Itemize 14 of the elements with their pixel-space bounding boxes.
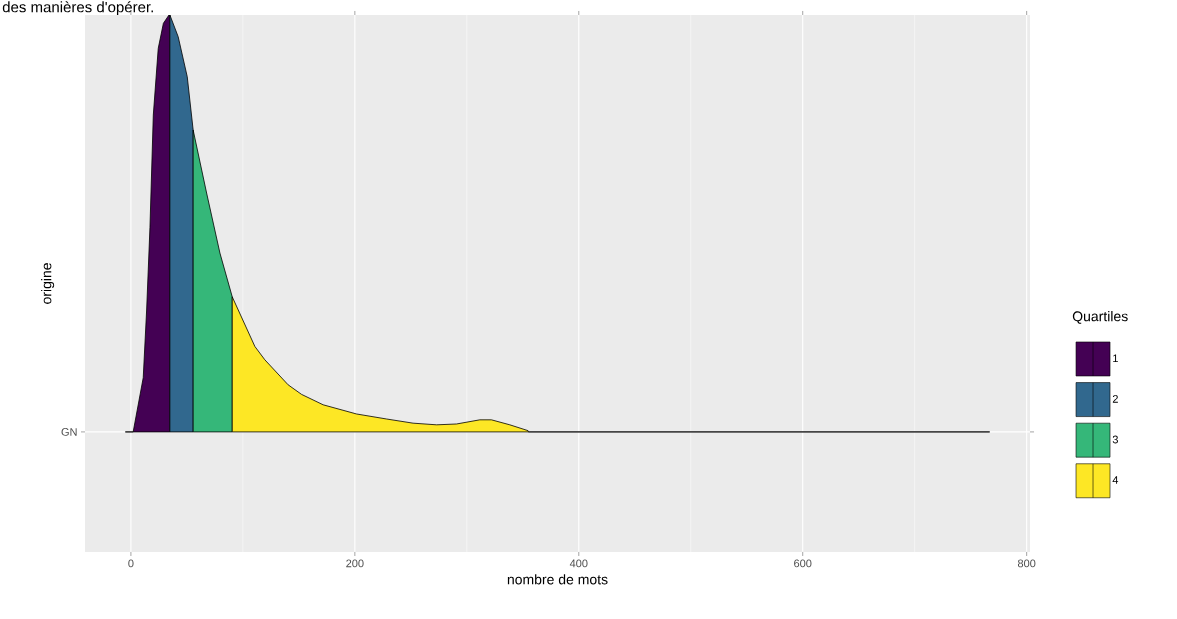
text: 3	[1112, 435, 1118, 444]
text: 4	[1112, 476, 1119, 484]
y-axis-title: origine	[41, 263, 55, 304]
x-tick-label: 0	[128, 559, 134, 568]
x-axis-title: nombre de mots	[507, 574, 608, 585]
x-tick-label: 600	[794, 559, 812, 568]
x-tick-label: 200	[346, 559, 364, 568]
annotation: des manières d'opérer.	[2, 1, 153, 16]
legend-title: Quartiles	[1072, 311, 1128, 324]
text: 2	[1112, 394, 1118, 403]
text: 1	[1113, 354, 1118, 363]
x-tick-label: 800	[1017, 559, 1036, 568]
x-tick-label: 400	[569, 559, 588, 568]
text: GN	[61, 428, 77, 436]
